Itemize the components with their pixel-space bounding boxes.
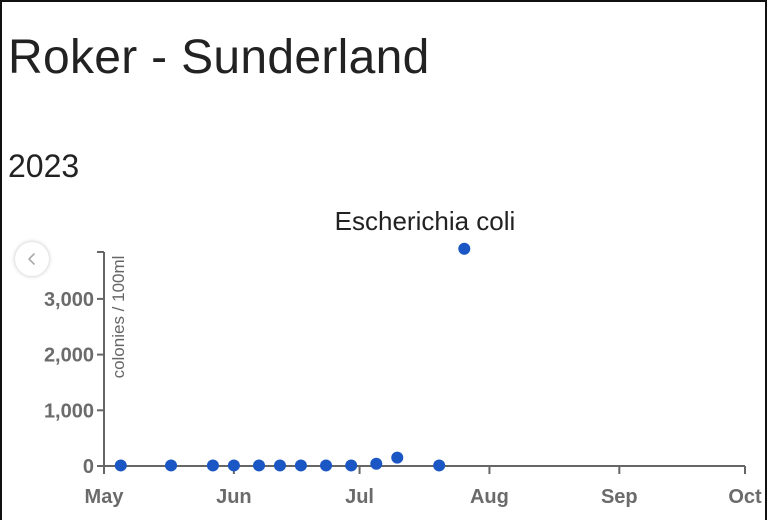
data-point[interactable] — [458, 242, 471, 255]
previous-button[interactable] — [15, 242, 49, 276]
x-tick-label: Jul — [345, 486, 374, 508]
y-tick-label: 0 — [83, 456, 94, 478]
data-point[interactable] — [227, 459, 240, 472]
data-point[interactable] — [391, 451, 404, 464]
x-tick-label: Oct — [728, 486, 762, 508]
chevron-left-icon — [28, 253, 35, 265]
data-point[interactable] — [273, 459, 286, 472]
ecoli-chart: Escherichia coli colonies / 100ml 0 1,000… — [44, 206, 762, 508]
data-point[interactable] — [370, 457, 383, 470]
y-tick-label: 3,000 — [44, 289, 94, 311]
data-point[interactable] — [345, 459, 358, 472]
data-point[interactable] — [433, 459, 446, 472]
data-point[interactable] — [206, 459, 219, 472]
x-tick-label: Aug — [470, 486, 509, 508]
data-point[interactable] — [114, 459, 127, 472]
x-tick-label: Sep — [601, 486, 638, 508]
x-tick-label: Jun — [216, 486, 252, 508]
window-border-top — [0, 0, 767, 2]
window-border-right — [765, 0, 767, 520]
page-title: Roker - Sunderland — [8, 31, 430, 84]
data-point[interactable] — [320, 459, 333, 472]
data-point[interactable] — [294, 459, 307, 472]
data-point[interactable] — [165, 459, 178, 472]
data-point[interactable] — [253, 459, 266, 472]
year-heading: 2023 — [8, 148, 80, 184]
window-border-left — [0, 0, 2, 520]
y-tick-label: 2,000 — [44, 345, 94, 367]
x-tick-label: May — [85, 486, 125, 508]
y-axis-label: colonies / 100ml — [109, 256, 128, 379]
y-tick-label: 1,000 — [44, 400, 94, 422]
chart-title: Escherichia coli — [335, 206, 516, 236]
